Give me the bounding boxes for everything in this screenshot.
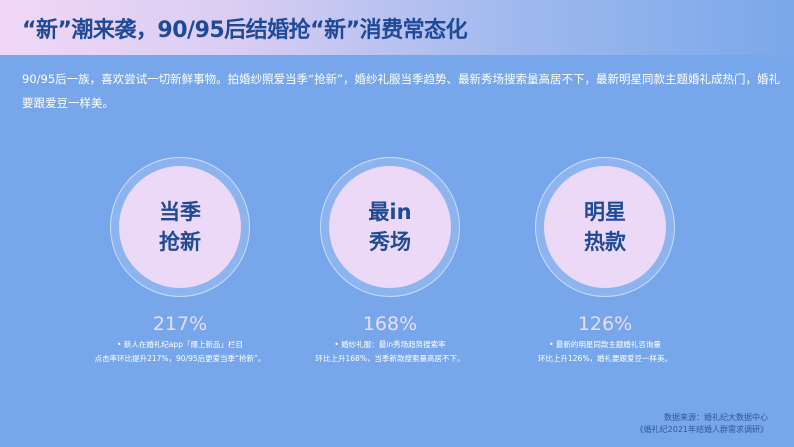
feature-desc-line2: 环比上升168%，当季新款搜索量高居不下。 — [315, 354, 465, 363]
feature-stat: 168% — [362, 313, 418, 335]
feature-ring: 最in 秀场 — [320, 157, 460, 297]
feature-ring: 明星 热款 — [535, 157, 675, 297]
source-line1: 数据来源：婚礼纪大数据中心 — [664, 413, 768, 422]
header-band: “新”潮来袭，90/95后结婚抢“新”消费常态化 — [0, 0, 794, 55]
data-source: 数据来源：婚礼纪大数据中心 《婚礼纪2021年结婚人群需求调研》 — [636, 412, 768, 436]
feature-desc-line1: • 新人在婚礼纪app「爆上新品」栏目 — [117, 340, 243, 349]
feature-desc-line2: 点击率环比提升217%，90/95后更爱当季“抢新”。 — [94, 354, 266, 363]
feature-title-line1: 明星 — [584, 200, 626, 224]
feature-title-line1: 最in — [368, 200, 412, 224]
page-title: “新”潮来袭，90/95后结婚抢“新”消费常态化 — [22, 18, 468, 43]
feature-desc-line1: • 最新的明星同款主题婚礼咨询量 — [549, 340, 661, 349]
source-line2: 《婚礼纪2021年结婚人群需求调研》 — [635, 425, 768, 434]
feature-title-line2: 抢新 — [159, 230, 201, 254]
feature-title-line2: 秀场 — [369, 230, 411, 254]
feature-stat: 217% — [152, 313, 208, 335]
feature-circle: 当季 抢新 — [119, 166, 241, 288]
feature-stat: 126% — [577, 313, 633, 335]
feature-circle: 最in 秀场 — [329, 166, 451, 288]
feature-circle: 明星 热款 — [544, 166, 666, 288]
feature-card-3: 明星 热款 126% • 最新的明星同款主题婚礼咨询量 环比上升126%，婚礼要… — [515, 157, 695, 366]
feature-desc-line1: • 婚纱礼服：最in秀场趋势搜索率 — [334, 340, 446, 349]
feature-desc-line2: 环比上升126%，婚礼要跟爱豆一样美。 — [538, 354, 672, 363]
feature-card-2: 最in 秀场 168% • 婚纱礼服：最in秀场趋势搜索率 环比上升168%，当… — [300, 157, 480, 366]
feature-card-1: 当季 抢新 217% • 新人在婚礼纪app「爆上新品」栏目 点击率环比提升21… — [90, 157, 270, 366]
feature-title-line2: 热款 — [584, 230, 626, 254]
feature-ring: 当季 抢新 — [110, 157, 250, 297]
intro-text: 90/95后一族，喜欢尝试一切新鲜事物。拍婚纱照爱当季“抢新”，婚纱礼服当季趋势… — [22, 72, 781, 110]
feature-title-line1: 当季 — [159, 200, 201, 224]
